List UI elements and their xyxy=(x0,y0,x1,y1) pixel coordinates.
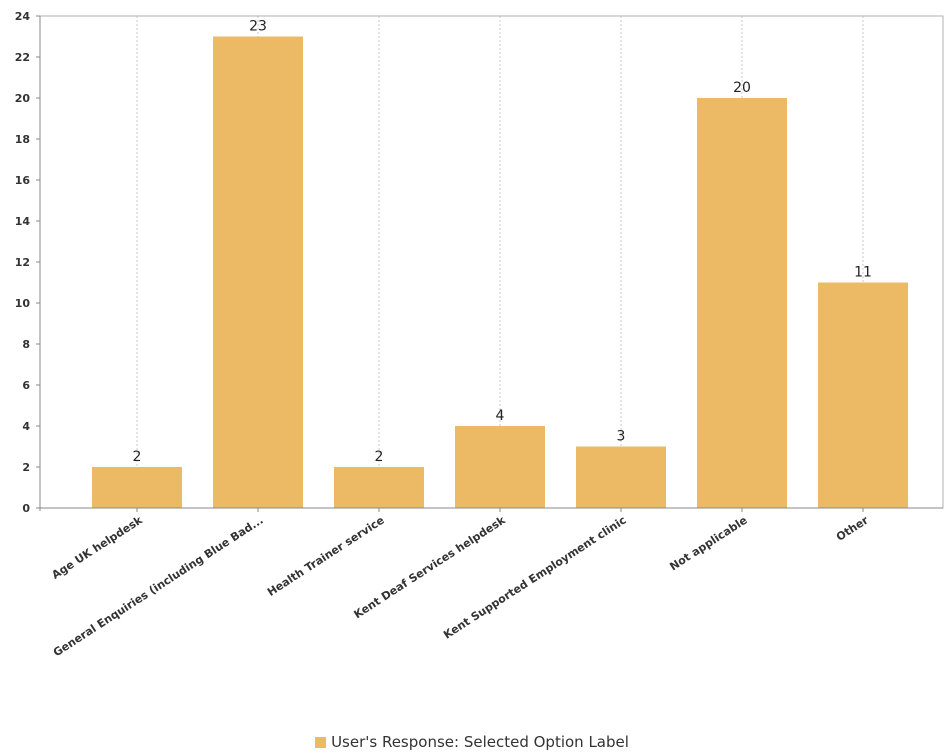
x-category-label: Health Trainer service xyxy=(265,514,387,599)
data-label: 3 xyxy=(617,429,626,445)
y-tick-label: 0 xyxy=(22,502,30,515)
data-label: 2 xyxy=(133,449,142,465)
bars xyxy=(92,36,908,508)
y-tick-label: 20 xyxy=(15,92,31,105)
legend-swatch xyxy=(315,737,327,748)
bar xyxy=(576,446,666,508)
y-tick-label: 22 xyxy=(15,51,30,64)
bar xyxy=(334,467,424,508)
y-tick-label: 18 xyxy=(15,133,30,146)
bar xyxy=(213,36,303,508)
legend: User's Response: Selected Option Label xyxy=(0,733,944,751)
y-tick-label: 24 xyxy=(15,10,31,23)
y-tick-label: 16 xyxy=(15,174,31,187)
x-category-label: Age UK helpdesk xyxy=(49,513,145,582)
y-tick-label: 10 xyxy=(15,297,31,310)
y-tick-label: 2 xyxy=(22,461,30,474)
data-label: 20 xyxy=(733,80,751,96)
y-tick-label: 4 xyxy=(22,420,30,433)
y-tick-label: 12 xyxy=(15,256,30,269)
bar xyxy=(697,98,787,508)
data-labels: 2 23 2 4 3 20 11 xyxy=(133,19,872,466)
data-label: 23 xyxy=(249,19,267,35)
data-label: 11 xyxy=(854,265,872,281)
bar xyxy=(818,282,908,508)
data-label: 2 xyxy=(375,449,384,465)
y-tick-label: 14 xyxy=(15,215,31,228)
x-category-label: Other xyxy=(834,513,871,543)
y-tick-label: 6 xyxy=(22,379,30,392)
y-tick-label: 8 xyxy=(22,338,30,351)
legend-label: User's Response: Selected Option Label xyxy=(331,733,629,751)
bar xyxy=(92,467,182,508)
x-category-label: Not applicable xyxy=(667,514,749,574)
bar xyxy=(455,426,545,508)
x-category-label: General Enquiries (including Blue Bad... xyxy=(51,514,266,660)
data-label: 4 xyxy=(496,408,505,424)
